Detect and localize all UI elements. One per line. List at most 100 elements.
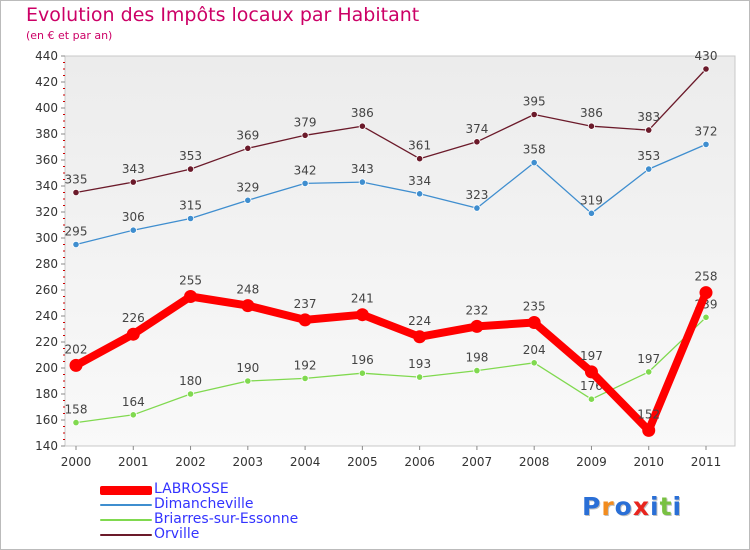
x-tick-label: 2006 bbox=[404, 455, 435, 469]
data-label: 152 bbox=[637, 407, 660, 421]
data-point bbox=[416, 190, 424, 198]
data-label: 198 bbox=[465, 351, 488, 365]
y-tick-label: 240 bbox=[35, 309, 58, 323]
y-tick-label: 160 bbox=[35, 413, 58, 427]
data-label: 343 bbox=[351, 162, 374, 176]
y-tick-label: 200 bbox=[35, 361, 58, 375]
x-tick-label: 2000 bbox=[61, 455, 92, 469]
series-line bbox=[75, 316, 707, 424]
data-point bbox=[358, 369, 366, 377]
x-tick-label: 2007 bbox=[462, 455, 493, 469]
data-label: 192 bbox=[294, 358, 317, 372]
data-label: 224 bbox=[408, 314, 431, 328]
y-tick-label: 380 bbox=[35, 127, 58, 141]
data-point bbox=[186, 214, 195, 223]
data-point bbox=[702, 65, 710, 73]
data-label: 342 bbox=[294, 163, 317, 177]
data-label: 197 bbox=[580, 349, 603, 363]
data-point bbox=[530, 359, 538, 367]
data-label: 295 bbox=[65, 225, 88, 239]
data-point bbox=[527, 316, 541, 329]
data-point bbox=[473, 204, 481, 212]
data-point bbox=[416, 155, 424, 163]
data-point bbox=[587, 122, 596, 130]
x-tick-label: 2003 bbox=[233, 455, 264, 469]
data-label: 334 bbox=[408, 174, 431, 188]
data-label: 237 bbox=[294, 297, 317, 311]
data-label: 319 bbox=[580, 193, 603, 207]
logo-letter: x bbox=[632, 492, 650, 521]
data-label: 226 bbox=[122, 311, 145, 325]
data-label: 395 bbox=[523, 95, 546, 109]
data-point bbox=[702, 140, 710, 148]
data-point bbox=[645, 126, 653, 134]
series-line bbox=[75, 68, 707, 194]
data-point bbox=[413, 330, 427, 344]
y-tick-label: 360 bbox=[35, 153, 58, 167]
x-axis: 2000 2001 2002 2003 2004 2005 2006 2007 2008 2009… bbox=[61, 446, 722, 469]
data-label: 329 bbox=[236, 180, 259, 194]
data-label: 386 bbox=[351, 106, 374, 120]
logo-letter: i bbox=[672, 492, 683, 521]
data-point bbox=[72, 188, 80, 197]
data-point bbox=[244, 196, 252, 204]
y-tick-label: 420 bbox=[35, 75, 58, 89]
data-point bbox=[129, 411, 137, 419]
data-point bbox=[126, 327, 140, 341]
series-labrosse: 202 226 255 248 237 241 224 232 235 197 152 258 bbox=[65, 270, 718, 437]
y-tick-label: 320 bbox=[35, 205, 58, 219]
data-label: 369 bbox=[236, 128, 259, 142]
data-label: 193 bbox=[408, 357, 431, 371]
data-label: 335 bbox=[65, 173, 88, 187]
logo-letter: r bbox=[601, 492, 615, 521]
x-tick-label: 2005 bbox=[347, 455, 378, 469]
data-point bbox=[72, 418, 80, 427]
data-point bbox=[244, 144, 252, 152]
chart-subtitle: (en € et par an) bbox=[26, 29, 113, 42]
logo-letter: t bbox=[659, 492, 673, 521]
legend-label: Orville bbox=[154, 526, 200, 542]
data-point bbox=[186, 165, 195, 173]
data-label: 180 bbox=[179, 374, 202, 388]
data-label: 386 bbox=[580, 106, 603, 120]
data-point bbox=[645, 368, 653, 376]
proxiti-logo: Proxiti bbox=[582, 492, 682, 521]
x-tick-label: 2011 bbox=[691, 455, 722, 469]
data-label: 258 bbox=[695, 270, 718, 284]
data-point bbox=[244, 377, 252, 385]
y-tick-label: 340 bbox=[35, 179, 58, 193]
data-point bbox=[72, 240, 80, 249]
data-label: 235 bbox=[523, 300, 546, 314]
x-tick-label: 2010 bbox=[633, 455, 664, 469]
data-label: 164 bbox=[122, 395, 145, 409]
data-point bbox=[186, 390, 195, 398]
series-line bbox=[75, 143, 707, 246]
data-point bbox=[584, 365, 598, 379]
data-label: 372 bbox=[695, 124, 718, 138]
data-point bbox=[530, 159, 538, 167]
data-point bbox=[587, 209, 596, 217]
data-point bbox=[702, 313, 710, 321]
data-point bbox=[129, 226, 137, 234]
logo-letter: o bbox=[614, 492, 633, 521]
data-label: 379 bbox=[294, 115, 317, 129]
data-point bbox=[473, 138, 481, 146]
y-tick-label: 220 bbox=[35, 335, 58, 349]
chart-title: Evolution des Impôts locaux par Habitant bbox=[26, 4, 420, 26]
series-orville: 335 343 353 369 379 386 361 374 395 386 383 430 bbox=[65, 49, 717, 197]
x-tick-label: 2008 bbox=[519, 455, 550, 469]
y-tick-label: 260 bbox=[35, 283, 58, 297]
data-label: 202 bbox=[65, 342, 88, 356]
x-tick-label: 2002 bbox=[175, 455, 206, 469]
data-label: 383 bbox=[637, 110, 660, 124]
data-point bbox=[699, 286, 713, 300]
y-axis: 140 160 180 200 220 240 260 280 300 320 340 360 380 4… bbox=[35, 49, 65, 453]
data-label: 241 bbox=[351, 292, 374, 306]
data-point bbox=[473, 366, 481, 375]
x-tick-label: 2004 bbox=[290, 455, 321, 469]
plot-area bbox=[64, 55, 736, 447]
y-tick-label: 440 bbox=[35, 49, 58, 63]
